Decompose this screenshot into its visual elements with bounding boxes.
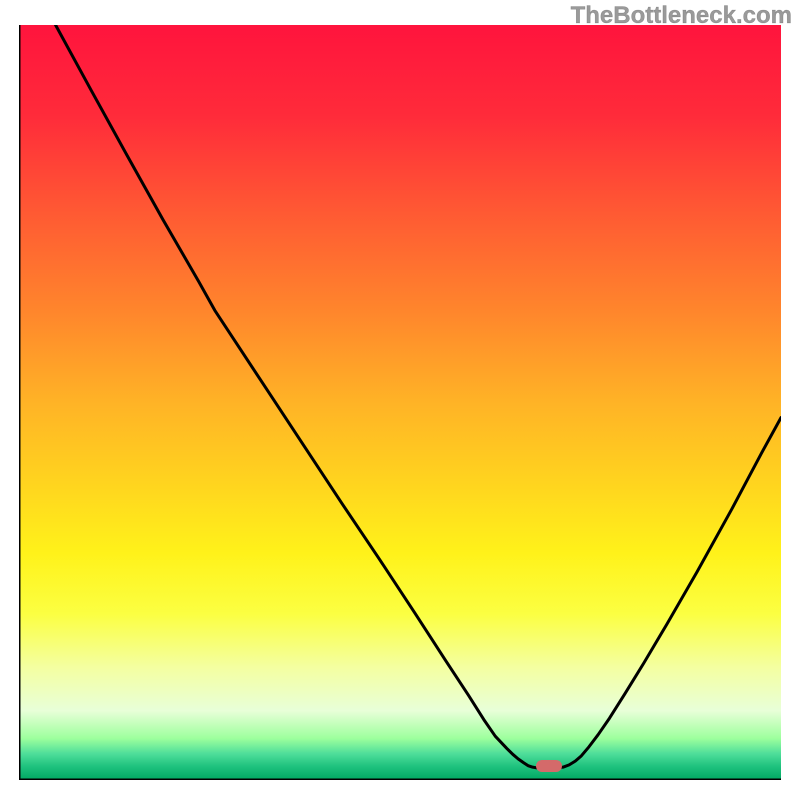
plot-background [19,25,781,780]
bottleneck-marker [536,760,562,772]
chart-canvas: TheBottleneck.com [0,0,800,800]
bottleneck-plot [19,25,781,780]
